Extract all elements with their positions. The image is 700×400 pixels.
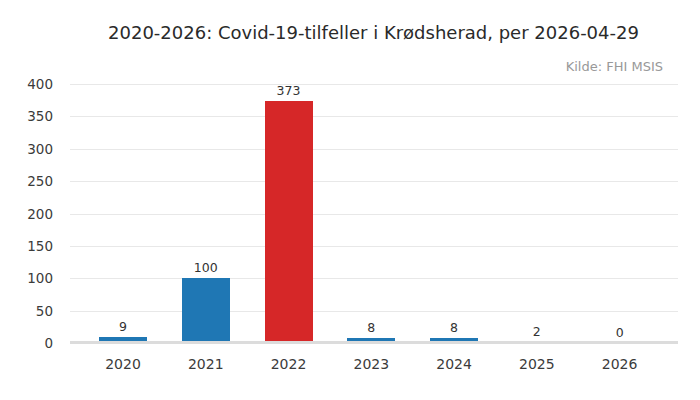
x-tick-label: 2023 bbox=[336, 356, 406, 372]
bar-value-label: 2 bbox=[507, 324, 567, 340]
x-tick-label: 2020 bbox=[88, 356, 158, 372]
bar-2021 bbox=[182, 278, 230, 343]
y-tick-label: 250 bbox=[0, 172, 53, 190]
x-tick-label: 2025 bbox=[502, 356, 572, 372]
gridline bbox=[70, 84, 678, 85]
y-tick-label: 350 bbox=[0, 107, 53, 125]
x-tick-label: 2021 bbox=[171, 356, 241, 372]
y-tick-label: 0 bbox=[0, 334, 53, 352]
bar-value-label: 8 bbox=[424, 320, 484, 336]
gridline bbox=[70, 278, 678, 279]
gridline bbox=[70, 116, 678, 117]
y-tick-label: 50 bbox=[0, 302, 53, 320]
bar-value-label: 373 bbox=[259, 83, 319, 99]
bar-value-label: 100 bbox=[176, 260, 236, 276]
y-tick-label: 100 bbox=[0, 269, 53, 287]
bar-2022 bbox=[265, 101, 313, 343]
gridline bbox=[70, 311, 678, 312]
bar-value-label: 0 bbox=[590, 325, 650, 341]
x-tick-label: 2022 bbox=[254, 356, 324, 372]
y-tick-label: 200 bbox=[0, 205, 53, 223]
x-tick-label: 2024 bbox=[419, 356, 489, 372]
bar-value-label: 9 bbox=[93, 319, 153, 335]
x-tick-label: 2026 bbox=[585, 356, 655, 372]
gridline bbox=[70, 181, 678, 182]
chart-figure: 2020-2026: Covid-19-tilfeller i Krødsher… bbox=[0, 0, 700, 400]
gridline bbox=[70, 149, 678, 150]
y-tick-label: 150 bbox=[0, 237, 53, 255]
bar-value-label: 8 bbox=[341, 320, 401, 336]
x-axis-line bbox=[70, 341, 678, 344]
plot-area: 0 50 100 150 200 250 300 350 400 9 2020 100 2021 373 2… bbox=[0, 0, 700, 400]
gridline bbox=[70, 214, 678, 215]
y-tick-label: 400 bbox=[0, 75, 53, 93]
gridline bbox=[70, 246, 678, 247]
y-tick-label: 300 bbox=[0, 140, 53, 158]
